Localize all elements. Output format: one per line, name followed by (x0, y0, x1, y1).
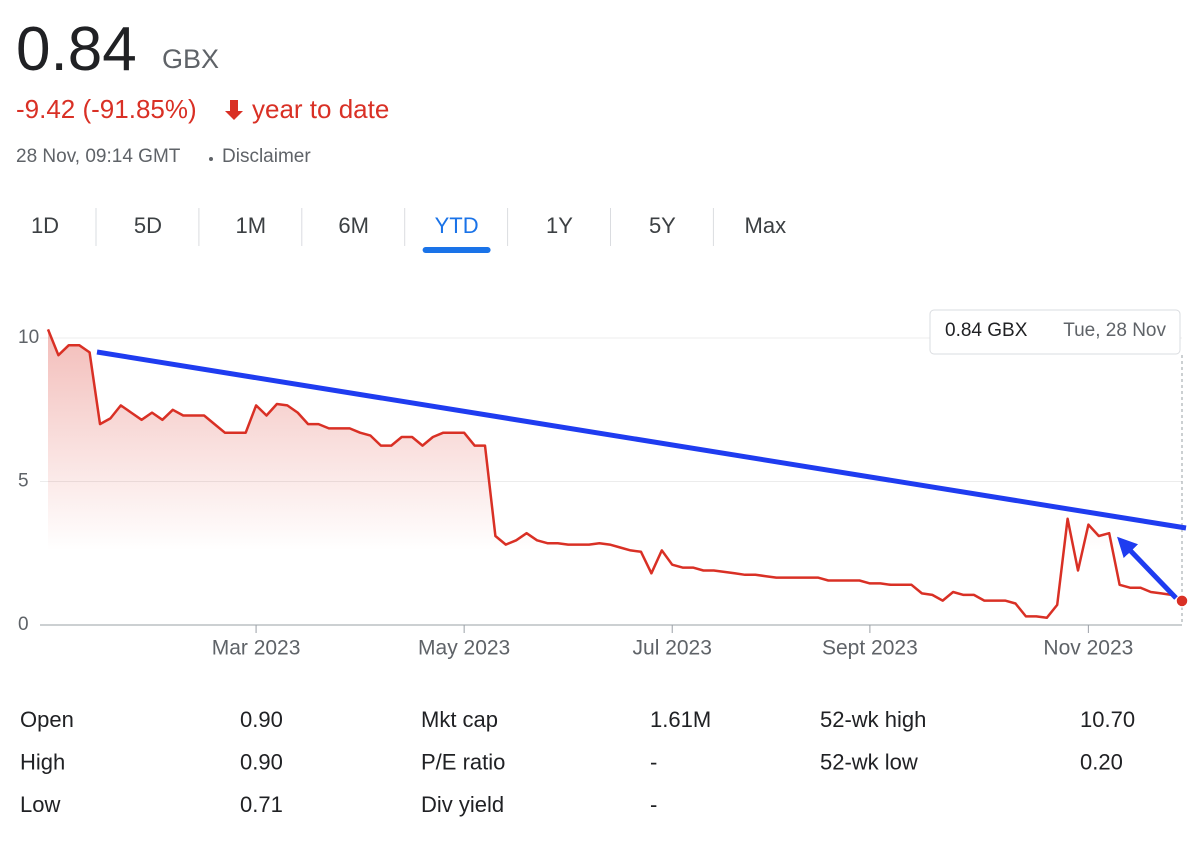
stat-label: Div yield (421, 792, 504, 817)
stat-value: 0.90 (240, 707, 283, 732)
stat-value: 0.90 (240, 749, 283, 774)
tab[interactable]: 1M (236, 213, 267, 238)
x-tick-label: Jul 2023 (633, 637, 712, 660)
tab[interactable]: 1Y (546, 213, 573, 238)
stat-value: - (650, 749, 657, 774)
arrow-annotation (1117, 536, 1178, 600)
stat-value: - (650, 792, 657, 817)
stat-label: Low (20, 792, 60, 817)
y-tick-label: 10 (18, 327, 39, 348)
tab[interactable]: 5D (134, 213, 162, 238)
stat-label: Open (20, 707, 74, 732)
trend-annotation (96, 349, 1187, 531)
change: -9.42 (-91.85%) (16, 94, 197, 124)
tab[interactable]: YTD (435, 213, 479, 238)
y-tick-label: 5 (18, 471, 29, 492)
stat-value: 1.61M (650, 707, 711, 732)
chart: 1D 5D 1M 6M YTD 1Y 5Y Max 0 5 10 Mar 2023 May 2023 J… (18, 208, 1189, 817)
last-point (1175, 594, 1189, 608)
price: 0.84 (16, 15, 137, 84)
stat-label: Mkt cap (421, 707, 498, 732)
disclaimer-link[interactable]: Disclaimer (222, 146, 311, 167)
stat-value: 10.70 (1080, 707, 1135, 732)
price-line (46, 328, 1183, 620)
down-arrow (225, 100, 243, 120)
tab-underline (422, 247, 491, 253)
currency: GBX (162, 44, 220, 74)
timestamp: 28 Nov, 09:14 GMT (16, 146, 181, 167)
stat-label: 52-wk high (820, 707, 926, 732)
stat-label: P/E ratio (421, 749, 505, 774)
stat-label: 52-wk low (820, 749, 918, 774)
x-tick-label: May 2023 (418, 637, 510, 660)
tab[interactable]: Max (745, 213, 787, 238)
tooltip-date: Tue, 28 Nov (1063, 320, 1166, 341)
tab[interactable]: 1D (31, 213, 59, 238)
x-tick-label: Mar 2023 (212, 637, 301, 660)
stat-value: 0.71 (240, 792, 283, 817)
stat-value: 0.20 (1080, 749, 1123, 774)
separator-dot (209, 157, 213, 161)
period: year to date (252, 94, 390, 124)
y-tick-label: 0 (18, 614, 29, 635)
x-tick-label: Sept 2023 (822, 637, 918, 660)
stat-label: High (20, 749, 65, 774)
tab[interactable]: 5Y (649, 213, 676, 238)
tooltip-box (929, 309, 1181, 355)
tooltip-price: 0.84 GBX (945, 320, 1028, 341)
area (48, 329, 1182, 625)
x-tick-label: Nov 2023 (1043, 637, 1133, 660)
tab[interactable]: 6M (338, 213, 369, 238)
